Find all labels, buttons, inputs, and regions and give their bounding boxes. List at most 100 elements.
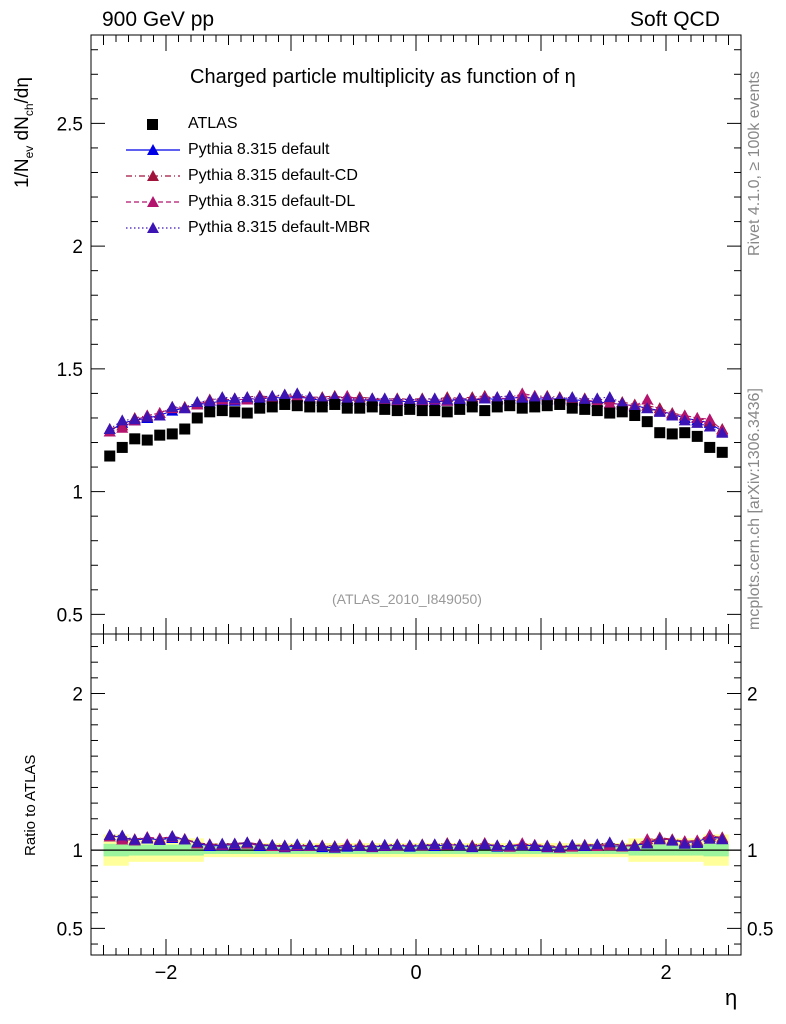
data-point-triangle [453, 392, 466, 404]
data-point-triangle [191, 396, 204, 408]
ratio-point-triangle [141, 831, 154, 843]
ratio-point-triangle [566, 838, 579, 850]
ratio-point-triangle [403, 839, 416, 851]
ratio-point-triangle [478, 838, 491, 850]
ratio-point-triangle [491, 839, 504, 851]
data-point-square [254, 402, 266, 414]
main-y-axis-label: 1/Nev dNch/dη [12, 77, 36, 188]
data-point-square [179, 423, 191, 435]
data-point-square [716, 446, 728, 458]
data-point-triangle [428, 392, 441, 404]
ratio-point-triangle [453, 838, 466, 850]
legend-item-cd: Pythia 8.315 default-CD [122, 165, 422, 191]
data-point-square [204, 406, 216, 418]
main-y-tick-label: 1 [72, 483, 83, 504]
data-point-square [241, 407, 253, 419]
ratio-y-tick-label-right: 2 [747, 685, 758, 706]
data-point-square [691, 430, 703, 442]
data-point-triangle [128, 413, 141, 425]
data-point-triangle [578, 393, 591, 405]
ratio-point-triangle [616, 839, 629, 851]
data-point-triangle [241, 391, 254, 403]
data-point-triangle [603, 391, 616, 403]
data-point-square [654, 427, 666, 439]
ratio-point-triangle [166, 830, 179, 842]
legend-item-dl: Pythia 8.315 default-DL [122, 191, 422, 217]
data-point-square [566, 402, 578, 414]
ratio-point-triangle [503, 839, 516, 851]
data-point-square [316, 401, 328, 413]
ratio-point-triangle [666, 834, 679, 846]
data-point-square [366, 401, 378, 413]
data-point-triangle [528, 391, 541, 403]
ratio-point-triangle [716, 833, 729, 845]
data-point-triangle [253, 391, 266, 403]
data-point-triangle [353, 393, 366, 405]
x-axis-label: η [725, 985, 738, 1010]
legend-label-atlas: ATLAS [188, 115, 238, 132]
data-point-square [229, 406, 241, 418]
data-point-square [441, 406, 453, 418]
data-point-square [591, 405, 603, 417]
legend-label-default: Pythia 8.315 default [188, 141, 330, 158]
ratio-point-triangle [691, 837, 704, 849]
data-point-square [141, 434, 153, 446]
data-point-triangle [303, 391, 316, 403]
ratio-point-triangle [678, 837, 691, 849]
ratio-point-triangle [378, 838, 391, 850]
data-point-triangle [678, 414, 691, 426]
ratio-point-triangle [466, 840, 479, 852]
data-point-triangle [541, 391, 554, 403]
data-point-square [266, 401, 278, 413]
ratio-point-triangle [103, 829, 116, 841]
data-point-square [491, 401, 503, 413]
ratio-point-triangle [528, 839, 541, 851]
header-left: 900 GeV pp [102, 8, 215, 31]
data-point-square [579, 403, 591, 415]
ratio-point-triangle [416, 838, 429, 850]
data-point-triangle [416, 393, 429, 405]
data-point-triangle [153, 409, 166, 421]
header-right: Soft QCD [630, 8, 720, 31]
data-point-triangle [141, 410, 154, 422]
data-point-triangle [228, 392, 241, 404]
data-point-triangle [278, 388, 291, 400]
legend-item-default: Pythia 8.315 default [122, 139, 422, 165]
ratio-point-triangle [391, 838, 404, 850]
source-text: mcplots.cern.ch [arXiv:1306.3436] [746, 388, 763, 630]
data-point-triangle [591, 392, 604, 404]
data-point-triangle [366, 392, 379, 404]
data-point-triangle [691, 416, 704, 428]
chart-title: Charged particle multiplicity as functio… [190, 66, 576, 88]
data-point-triangle [266, 389, 279, 401]
ratio-point-triangle [591, 838, 604, 850]
data-point-triangle [491, 391, 504, 403]
data-point-square [104, 450, 116, 462]
ratio-point-triangle [316, 840, 329, 852]
data-point-triangle [441, 393, 454, 405]
main-y-tick-label: 1.5 [57, 360, 83, 381]
ratio-point-triangle [428, 838, 441, 850]
data-point-triangle [516, 392, 529, 404]
ratio-point-triangle [353, 839, 366, 851]
data-point-square [604, 407, 616, 419]
ratio-point-triangle [641, 837, 654, 849]
ratio-point-triangle [203, 838, 216, 850]
data-point-square [554, 398, 566, 410]
data-point-triangle [566, 391, 579, 403]
legend-label-mbr: Pythia 8.315 default-MBR [188, 219, 371, 236]
data-point-square [504, 400, 516, 412]
data-point-square [541, 400, 553, 412]
rivet-version-text: Rivet 4.1.0, ≥ 100k events [746, 71, 763, 256]
ratio-point-triangle [178, 833, 191, 845]
data-point-square [641, 416, 653, 428]
legend-marker-cd [126, 170, 180, 181]
data-point-square [616, 406, 628, 418]
data-point-square [279, 398, 291, 410]
ratio-y-tick-label-right: 0.5 [747, 919, 773, 940]
data-point-triangle [641, 393, 654, 405]
data-point-triangle [391, 393, 404, 405]
data-point-triangle [666, 409, 679, 421]
ratio-point-triangle [603, 836, 616, 848]
ratio-point-triangle [441, 838, 454, 850]
